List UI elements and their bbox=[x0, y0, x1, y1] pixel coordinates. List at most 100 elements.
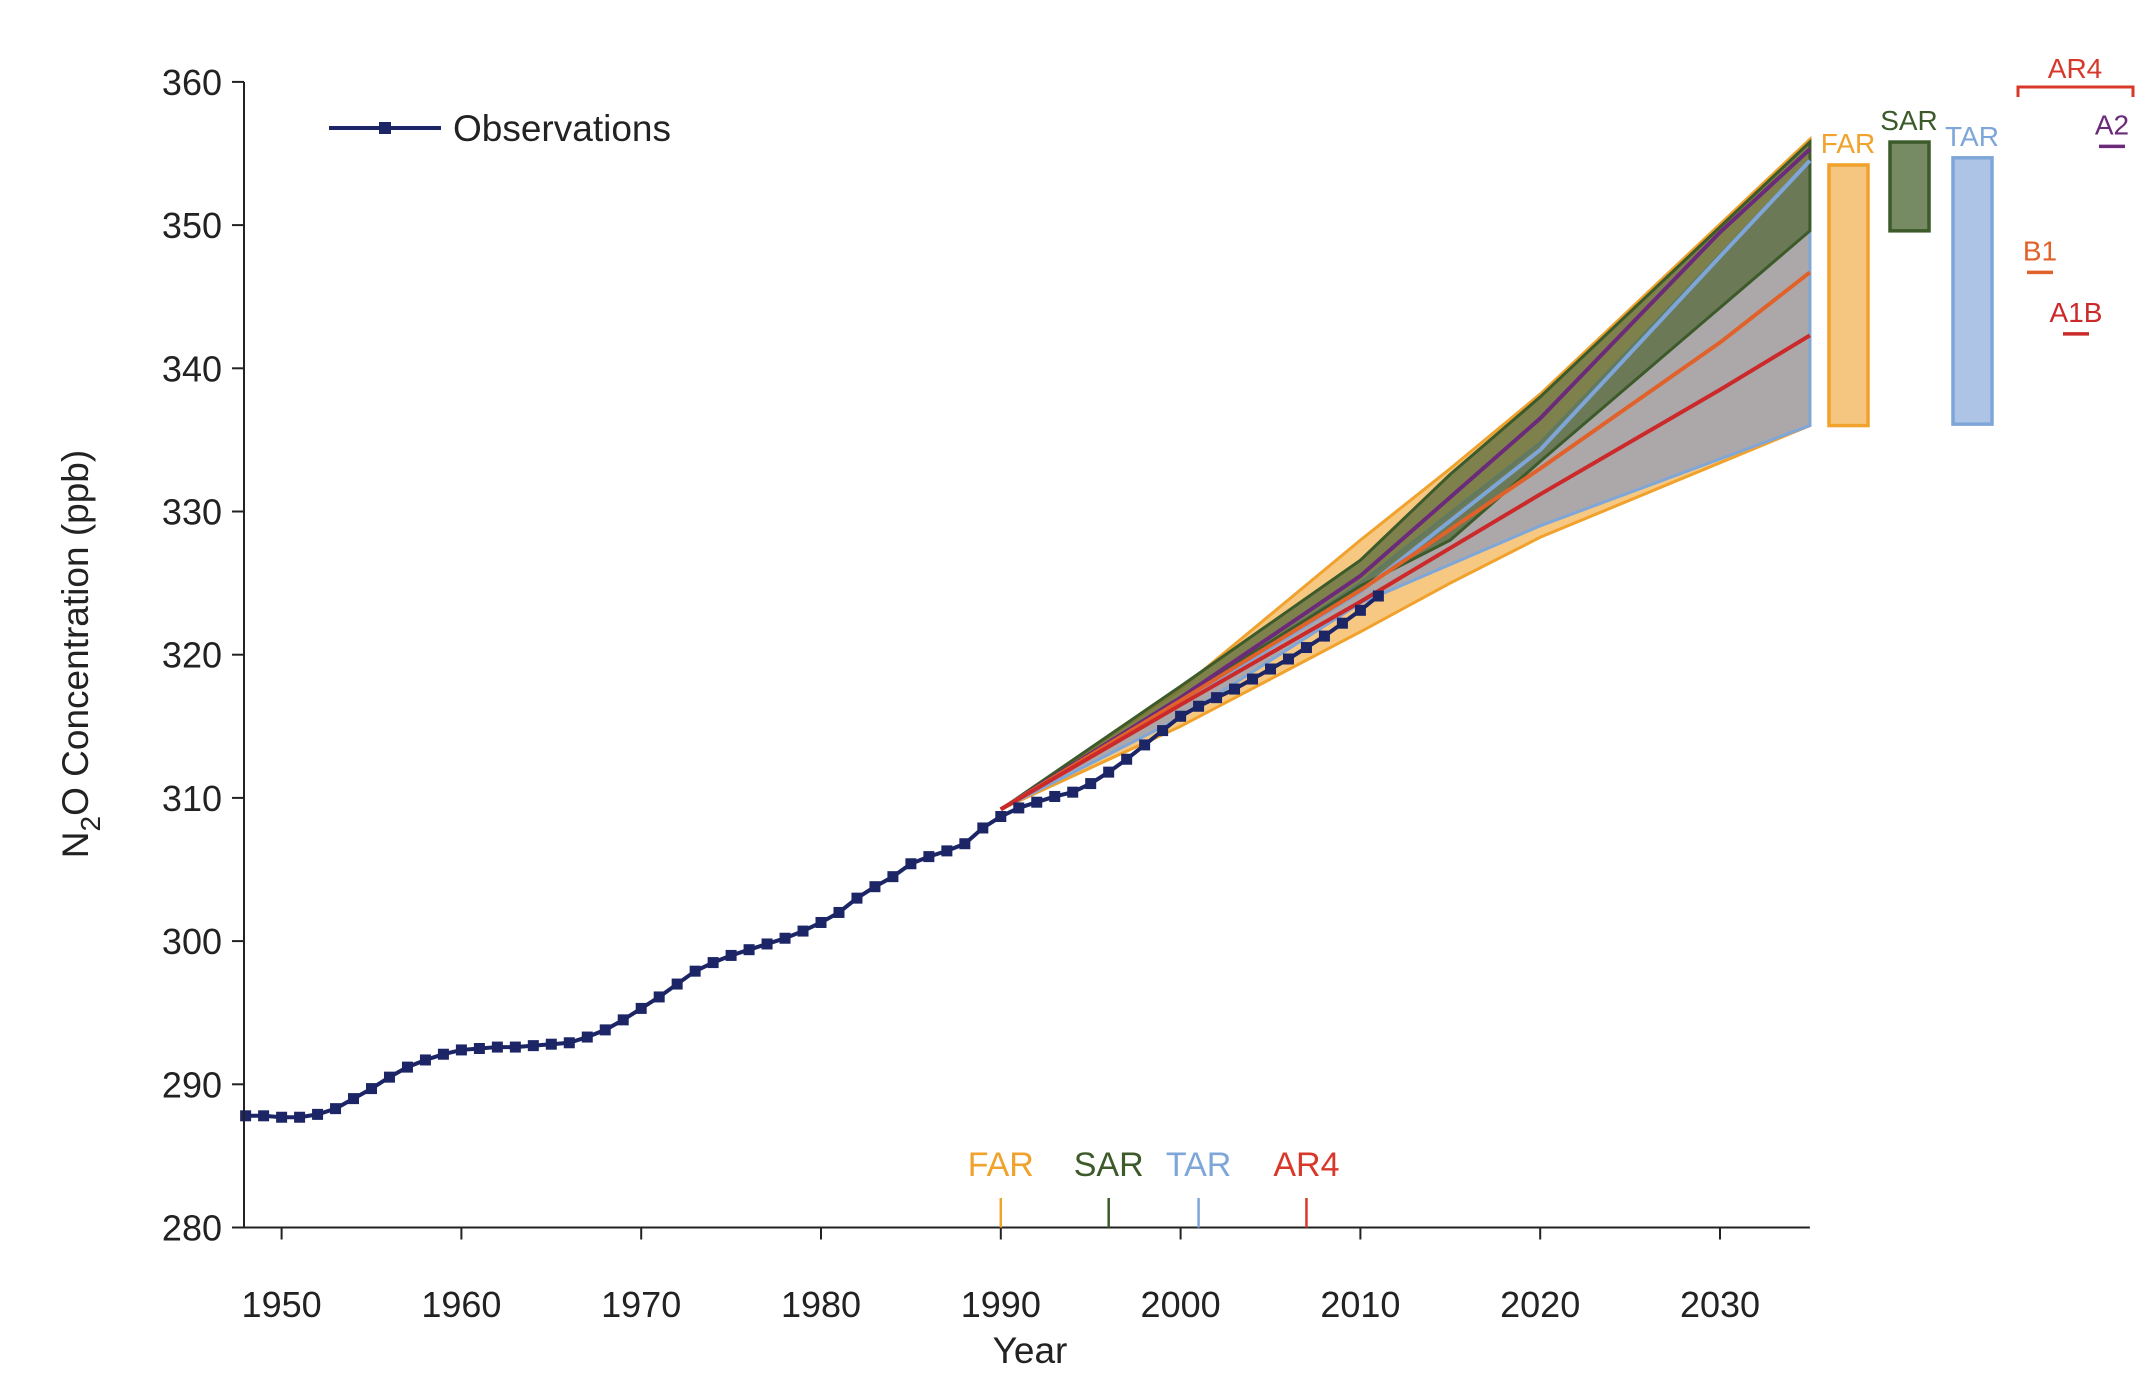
observation-point bbox=[725, 949, 737, 961]
observation-point bbox=[455, 1044, 467, 1056]
x-tick-label: 2030 bbox=[1680, 1284, 1760, 1325]
y-tick-label: 290 bbox=[162, 1064, 222, 1105]
report-label-sar: SAR bbox=[1074, 1146, 1144, 1184]
observation-point bbox=[635, 1002, 647, 1014]
observation-point bbox=[707, 957, 719, 969]
observation-point bbox=[258, 1110, 270, 1122]
observation-point bbox=[437, 1048, 449, 1060]
x-tick-label: 2010 bbox=[1320, 1284, 1400, 1325]
x-tick-label: 1950 bbox=[242, 1284, 322, 1325]
observation-point bbox=[1318, 630, 1330, 642]
y-tick-label: 300 bbox=[162, 921, 222, 962]
observation-point bbox=[977, 822, 989, 834]
observations-series bbox=[240, 590, 1384, 1123]
y-tick-label: 330 bbox=[162, 492, 222, 533]
observation-point bbox=[1013, 802, 1025, 814]
observation-point bbox=[1067, 786, 1079, 798]
ar4-marker-label-a2: A2 bbox=[2095, 109, 2129, 140]
observation-point bbox=[1247, 673, 1259, 685]
observation-point bbox=[833, 906, 845, 918]
observation-point bbox=[1175, 710, 1187, 722]
y-tick-label: 280 bbox=[162, 1208, 222, 1249]
observation-point bbox=[1372, 590, 1384, 602]
projection-lines bbox=[999, 147, 1812, 812]
line-a2 bbox=[999, 147, 1812, 812]
observation-point bbox=[527, 1040, 539, 1052]
observation-point bbox=[348, 1093, 360, 1105]
observation-point bbox=[1049, 790, 1061, 802]
observation-point bbox=[779, 932, 791, 944]
observation-point bbox=[905, 858, 917, 870]
observation-point bbox=[312, 1108, 324, 1120]
observation-point bbox=[941, 845, 953, 857]
range-bar-label-tar: TAR bbox=[1945, 121, 1999, 152]
ar4-marker-label-a1b: A1B bbox=[2050, 297, 2103, 328]
observation-point bbox=[617, 1014, 629, 1026]
observation-point bbox=[330, 1103, 342, 1115]
observation-point bbox=[797, 925, 809, 937]
observation-point bbox=[599, 1024, 611, 1036]
observation-point bbox=[1282, 653, 1294, 665]
observation-point bbox=[276, 1111, 288, 1123]
observation-point bbox=[653, 991, 665, 1003]
observation-point bbox=[1211, 692, 1223, 704]
ar4-marker-label-b1: B1 bbox=[2023, 235, 2057, 266]
report-label-ar4: AR4 bbox=[1273, 1146, 1339, 1184]
observation-point bbox=[1336, 617, 1348, 629]
line-a1b bbox=[999, 333, 1811, 812]
x-tick-label: 2020 bbox=[1500, 1284, 1580, 1325]
observation-point bbox=[563, 1037, 575, 1049]
observation-point bbox=[761, 938, 773, 950]
observation-point bbox=[1103, 766, 1115, 778]
observation-point bbox=[815, 916, 827, 928]
axes: 280 290 300 310 320 330 340 350 360 1950 1960 1970 1… bbox=[162, 62, 1810, 1325]
ar4-label: AR4 bbox=[2048, 53, 2102, 84]
observation-point bbox=[1229, 683, 1241, 695]
observation-point bbox=[1121, 753, 1133, 765]
observation-point bbox=[545, 1038, 557, 1050]
range-bar-tar bbox=[1951, 156, 1994, 426]
y-label-rest: O Concentration (ppb) bbox=[55, 450, 96, 816]
observation-point bbox=[1354, 604, 1366, 616]
line-b1 bbox=[999, 270, 1812, 812]
observation-point bbox=[401, 1061, 413, 1073]
observation-point bbox=[869, 881, 881, 893]
observation-point bbox=[851, 892, 863, 904]
x-axis-label: Year bbox=[993, 1330, 1068, 1371]
range-bar-sar bbox=[1888, 140, 1931, 233]
observation-point bbox=[509, 1041, 521, 1053]
x-tick-label: 1970 bbox=[601, 1284, 681, 1325]
range-bar-label-sar: SAR bbox=[1880, 105, 1938, 136]
report-label-far: FAR bbox=[968, 1146, 1034, 1184]
x-tick-label: 1990 bbox=[961, 1284, 1041, 1325]
x-tick-label: 1980 bbox=[781, 1284, 861, 1325]
y-tick-label: 350 bbox=[162, 205, 222, 246]
x-tick-label: 1960 bbox=[421, 1284, 501, 1325]
observation-point bbox=[1193, 700, 1205, 712]
band-far bbox=[999, 135, 1812, 811]
range-bar-far bbox=[1827, 163, 1870, 428]
report-label-tar: TAR bbox=[1166, 1146, 1231, 1184]
observation-point bbox=[1139, 739, 1151, 751]
observation-point bbox=[671, 978, 683, 990]
y-tick-label: 340 bbox=[162, 348, 222, 389]
band-sar bbox=[999, 138, 1812, 811]
observation-point bbox=[240, 1110, 252, 1122]
observation-point bbox=[419, 1054, 431, 1066]
observation-point bbox=[887, 871, 899, 883]
observation-point bbox=[1085, 778, 1097, 790]
observation-point bbox=[959, 838, 971, 850]
observation-point bbox=[1300, 642, 1312, 654]
y-axis-label: N2O Concentration (ppb) bbox=[55, 450, 106, 858]
y-label-n: N bbox=[55, 831, 96, 858]
observation-point bbox=[995, 811, 1007, 823]
ar4-bracket bbox=[2016, 85, 2135, 97]
observation-point bbox=[689, 965, 701, 977]
projection-bands bbox=[999, 135, 1812, 811]
report-year-markers: FAR SAR TAR AR4 bbox=[968, 1146, 1340, 1228]
observation-point bbox=[294, 1111, 306, 1123]
x-tick-label: 2000 bbox=[1141, 1284, 1221, 1325]
y-tick-label: 360 bbox=[162, 62, 222, 103]
observation-point bbox=[1265, 663, 1276, 675]
